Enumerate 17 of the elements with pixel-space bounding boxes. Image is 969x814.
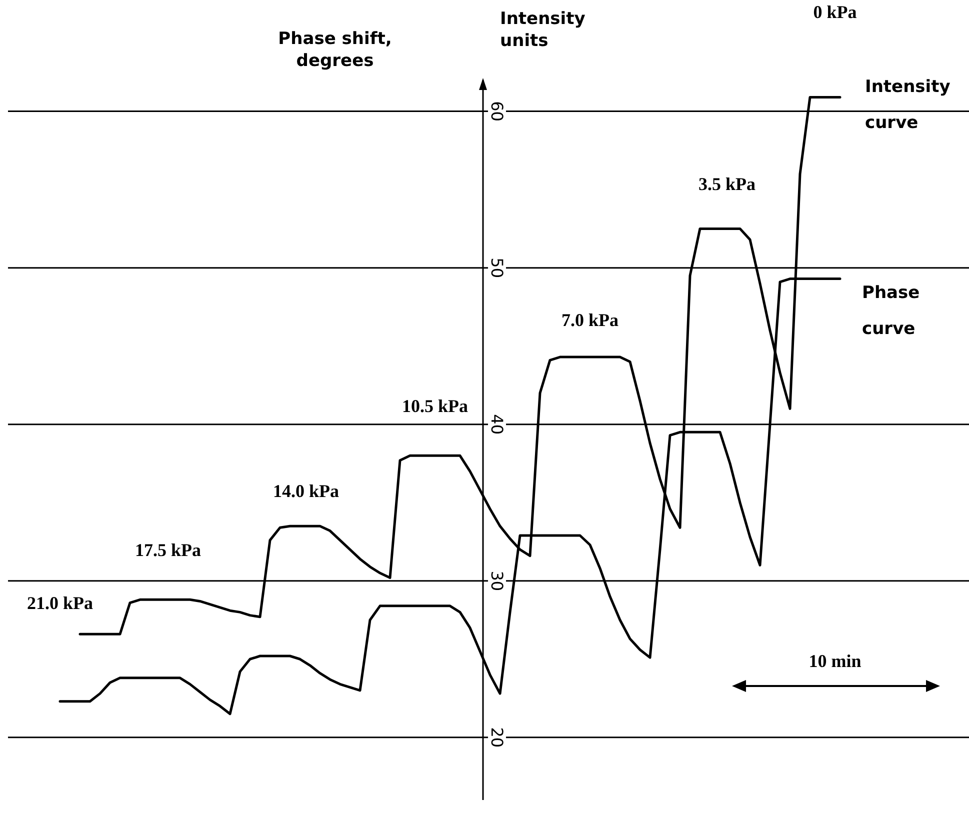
- text: Phase shift, degrees: [278, 29, 392, 71]
- annotation: 3.5 kPa: [698, 174, 756, 194]
- y-tick-label: 40: [488, 414, 506, 435]
- annotation: 17.5 kPa: [134, 540, 202, 560]
- annotation: 10.5 kPa: [402, 396, 468, 416]
- annotation: 7.0 kPa: [561, 310, 619, 330]
- y-tick-label: 60: [488, 101, 506, 122]
- y-tick-label: 30: [488, 570, 506, 592]
- y-axis-title: Intensity units: [500, 9, 586, 51]
- annotation: 10 min: [808, 651, 862, 671]
- text: 0 kPa: [813, 2, 857, 22]
- annotation: 21.0 kPa: [26, 593, 94, 613]
- series-label: Phase curve: [862, 283, 920, 339]
- annotation: 14.0 kPa: [272, 481, 340, 501]
- y-tick-label: 50: [488, 258, 506, 278]
- series-label: Intensity curve: [865, 77, 950, 133]
- y-tick-label: 20: [488, 727, 506, 748]
